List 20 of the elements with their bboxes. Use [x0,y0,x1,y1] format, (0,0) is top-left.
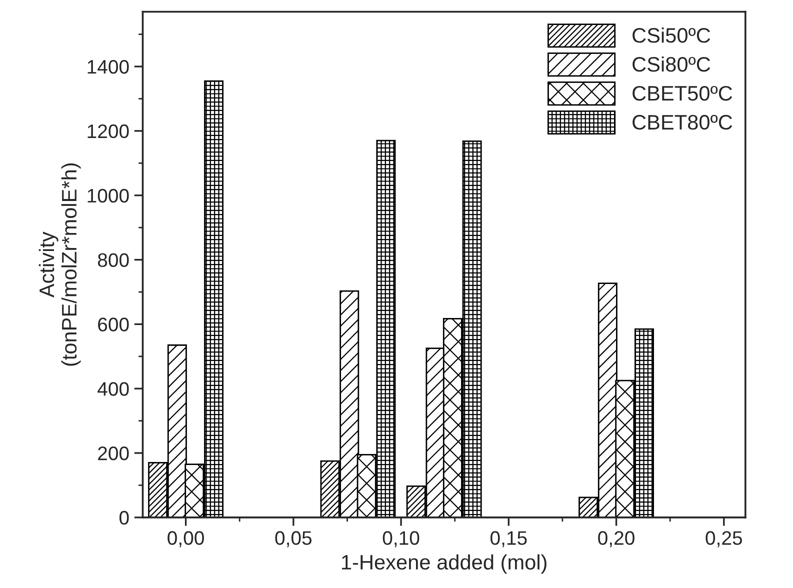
y-tick-label: 1400 [88,60,129,74]
y-tick-label: 400 [98,382,129,396]
x-tick-label: 0,05 [275,531,312,548]
y-tick-label: 1000 [88,188,129,203]
x-tick-label: 0,20 [598,531,634,548]
legend-label: CBET80ºC [632,114,732,130]
legend-label: CBET50ºC [632,86,732,101]
legend-label: CSi50ºC [632,27,710,43]
y-axis-title: Activity (tonPE/molZr*molE*h) [38,163,81,366]
x-tick-label: 0,00 [168,531,204,548]
y-tick-label: 800 [98,253,129,268]
y-tick-label: 200 [98,446,129,460]
y-tick-label: 1200 [88,124,129,138]
legend-label: CSi80ºC [632,56,710,72]
x-axis-title: 1-Hexene added (mol) [342,554,546,574]
y-tick-label: 600 [98,318,129,332]
y-tick-label: 0 [119,510,129,525]
x-tick-label: 0,25 [706,531,742,548]
x-tick-label: 0,10 [382,531,420,548]
x-tick-label: 0,15 [490,531,527,548]
